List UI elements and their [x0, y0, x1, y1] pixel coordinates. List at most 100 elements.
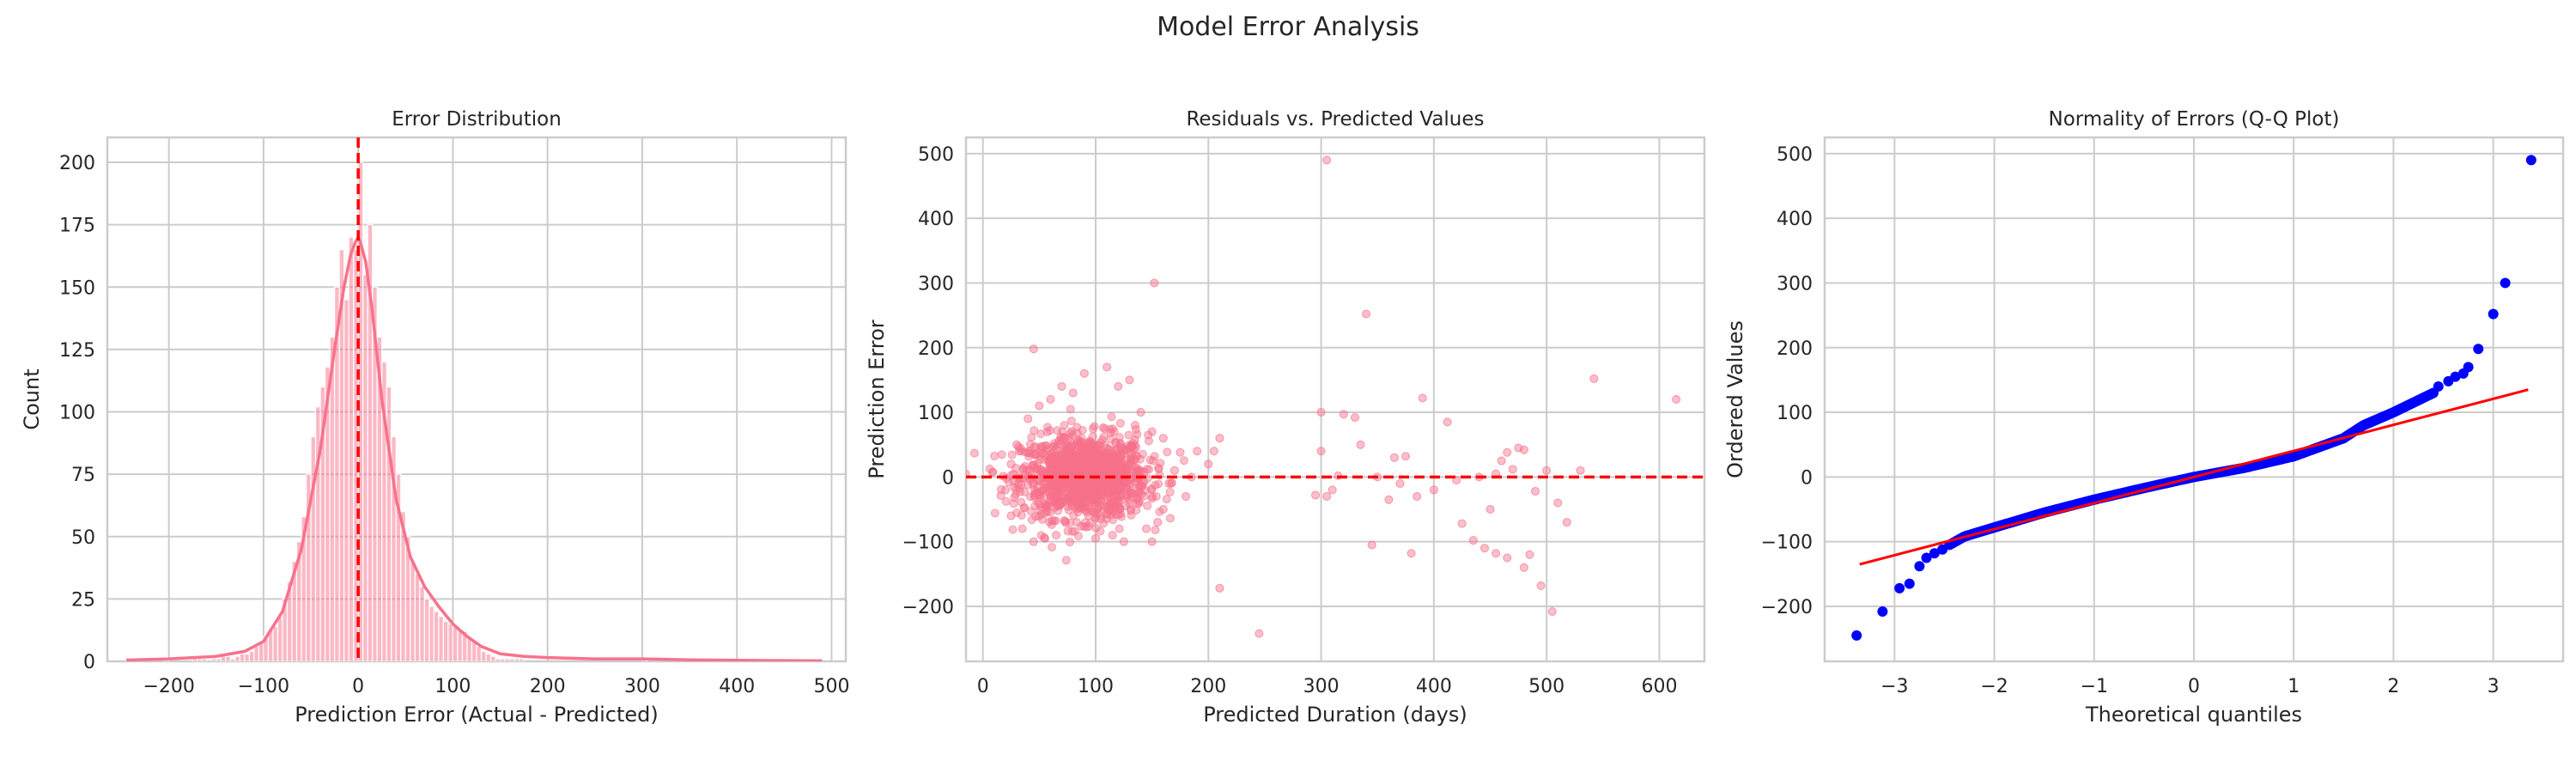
residual-point [1052, 531, 1061, 540]
histogram-bar [225, 655, 231, 661]
residual-point [1322, 155, 1332, 165]
residual-point [1116, 452, 1126, 461]
qq-point [1929, 548, 1940, 559]
y-tick-label: 400 [1777, 209, 1813, 230]
y-tick-label: 25 [71, 589, 95, 611]
residual-point [1080, 502, 1090, 512]
residual-point [1151, 526, 1160, 535]
residual-point [1115, 438, 1125, 447]
data-layer [966, 155, 1704, 638]
residual-point [1095, 440, 1104, 449]
residual-point [1025, 440, 1035, 449]
residual-point [1350, 413, 1359, 423]
y-tick-label: 400 [918, 209, 954, 230]
x-tick-label: 200 [1190, 676, 1226, 697]
histogram-bar [476, 645, 483, 661]
residual-point [997, 450, 1006, 460]
residual-point [1090, 496, 1099, 505]
residual-point [1016, 447, 1025, 456]
y-tick-label: 200 [918, 338, 954, 360]
residual-point [1093, 504, 1103, 514]
qq-point [1877, 606, 1888, 618]
residual-point [1099, 463, 1109, 472]
residual-point [1576, 466, 1585, 475]
residual-point [1055, 439, 1065, 448]
x-tick-label: −100 [238, 676, 289, 697]
histogram-bar [253, 645, 260, 661]
histogram-bar [452, 625, 459, 661]
residual-point [1327, 485, 1337, 495]
residual-point [1031, 512, 1041, 521]
residual-point [1147, 494, 1157, 503]
residual-point [1070, 480, 1079, 490]
residual-point [1058, 483, 1067, 492]
residual-point [1127, 510, 1136, 520]
x-tick-label: 1 [2287, 676, 2300, 697]
residual-point [1053, 426, 1062, 435]
residual-point [1154, 479, 1163, 489]
y-tick-label: 150 [59, 277, 95, 299]
residual-point [1413, 491, 1422, 501]
residual-point [1104, 480, 1114, 490]
x-tick-label: 0 [2188, 676, 2200, 697]
residual-point [1024, 414, 1033, 423]
residual-point [1503, 447, 1512, 457]
x-tick-label: 300 [624, 676, 660, 697]
residual-point [1009, 499, 1018, 508]
residual-point [1103, 456, 1113, 466]
residual-point [1077, 521, 1086, 531]
residual-point [1029, 537, 1038, 546]
residual-point [1017, 497, 1026, 507]
residual-point [1097, 479, 1106, 489]
residual-point [1384, 495, 1394, 504]
axes-frame [964, 136, 1706, 663]
histogram-bar [220, 655, 227, 661]
residual-point [1052, 502, 1061, 511]
x-tick-label: 400 [719, 676, 755, 697]
residual-point [1150, 452, 1159, 461]
qq-point [2433, 380, 2444, 392]
residual-point [1114, 484, 1123, 494]
residual-point [1316, 447, 1326, 456]
residual-point [1024, 448, 1034, 458]
qq-point [1921, 552, 1932, 563]
plot-area [966, 137, 1704, 661]
residual-point [1091, 533, 1100, 543]
residual-point [1395, 478, 1405, 488]
histogram-bar [343, 299, 349, 661]
histogram-bar [442, 620, 449, 661]
residual-point [1046, 493, 1055, 502]
histogram-bar [519, 658, 525, 661]
residual-point [1429, 485, 1438, 495]
y-tick-label: 200 [59, 153, 95, 174]
histogram-bar [495, 658, 501, 661]
residual-point [1131, 425, 1140, 435]
x-axis-label: Theoretical quantiles [2085, 703, 2302, 727]
residual-point [1116, 468, 1126, 478]
residual-point [1097, 514, 1106, 524]
y-tick-label: 200 [1777, 338, 1813, 360]
x-tick-label: 500 [813, 676, 849, 697]
y-tick-label: −200 [902, 597, 954, 618]
residual-point [1036, 429, 1046, 439]
residual-point [1536, 581, 1546, 590]
histogram-bar [499, 658, 506, 661]
histogram-bar [438, 616, 445, 661]
residual-point [1059, 464, 1068, 473]
residual-point [1255, 629, 1264, 638]
residual-point [1049, 441, 1059, 451]
residual-point [1078, 460, 1087, 469]
residual-point [1179, 456, 1188, 466]
residual-point [1099, 519, 1109, 528]
x-tick-label: 100 [434, 676, 471, 697]
qq-point [2488, 308, 2499, 320]
histogram-bar [428, 606, 434, 661]
residual-point [1090, 422, 1099, 431]
residual-point [1091, 523, 1101, 533]
residual-point [1170, 466, 1179, 475]
residual-point [1142, 465, 1151, 474]
residual-point [1143, 501, 1152, 510]
residual-point [1508, 465, 1517, 474]
x-tick-label: 600 [1641, 676, 1677, 697]
